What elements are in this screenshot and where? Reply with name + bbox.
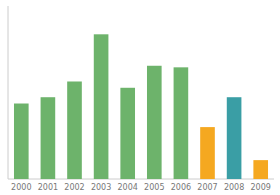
bar <box>14 104 29 179</box>
bar <box>253 160 268 179</box>
chart-container: 2000 2001 2002 2003 2004 2005 2006 2007 2008 2009 <box>0 0 280 195</box>
bars <box>14 34 268 179</box>
x-tick-label: 2001 <box>38 183 58 192</box>
x-tick-label: 2000 <box>11 183 31 192</box>
bar <box>41 97 56 179</box>
x-tick-label: 2009 <box>251 183 271 192</box>
x-tick-label: 2003 <box>91 183 111 192</box>
x-tick-label: 2004 <box>118 183 138 192</box>
chart: 2000 2001 2002 2003 2004 2005 2006 2007 2008 2009 <box>0 0 280 195</box>
bar <box>200 127 215 179</box>
bar <box>94 34 109 179</box>
x-tick-label: 2005 <box>144 183 164 192</box>
x-tick-label: 2002 <box>64 183 84 192</box>
y-axis-line <box>8 6 9 179</box>
x-tick-label: 2008 <box>224 183 244 192</box>
bar <box>227 97 242 179</box>
bar <box>174 67 189 179</box>
bar <box>67 81 82 179</box>
bar <box>120 88 135 179</box>
bar <box>147 66 162 179</box>
x-tick-label: 2006 <box>171 183 191 192</box>
x-tick-label: 2007 <box>197 183 217 192</box>
